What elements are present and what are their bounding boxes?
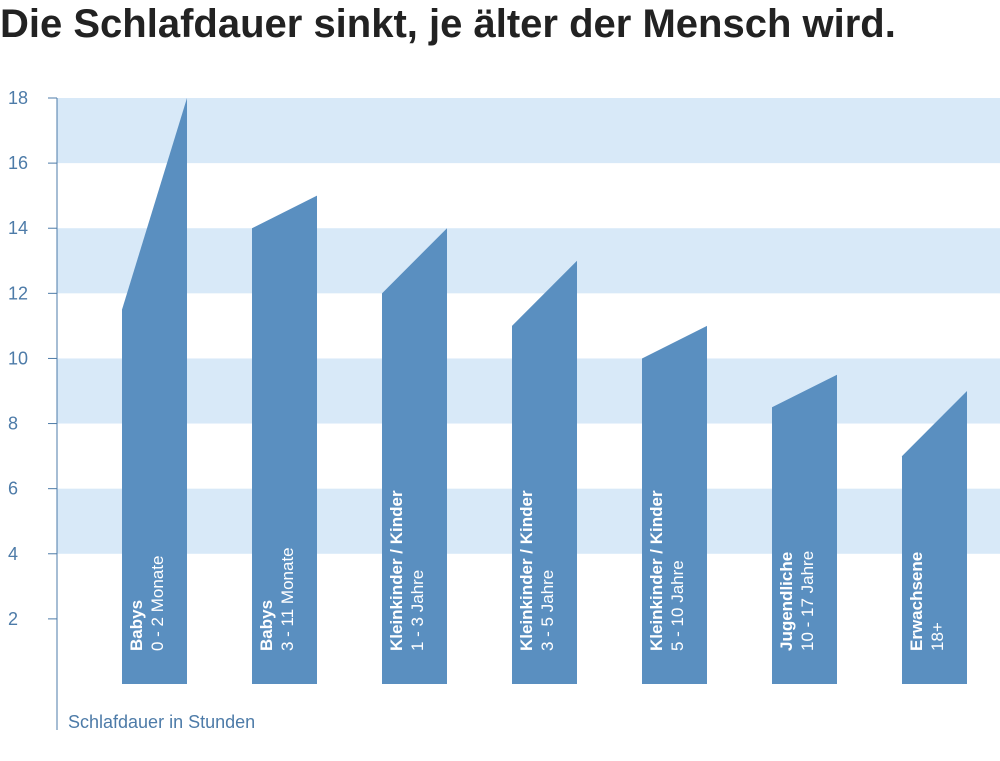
category-group-label: Jugendliche [777, 552, 796, 651]
category-age-label: 10 - 17 Jahre [798, 551, 817, 651]
y-ticks: 2 4 6 8 10 12 14 16 18 [8, 88, 57, 629]
y-tick-label: 10 [8, 348, 28, 368]
category-age-label: 3 - 5 Jahre [538, 570, 557, 651]
bars: Babys 0 - 2 Monate Babys 3 - 11 Monate Klein… [122, 98, 967, 684]
category-age-label: 3 - 11 Monate [278, 547, 297, 651]
bar [382, 228, 447, 684]
bar [642, 325, 707, 684]
category-group-label: Babys [257, 600, 276, 651]
grid-band [57, 228, 1000, 294]
y-tick-label: 8 [8, 414, 18, 434]
category-group-label: Kleinkinder / Kinder [387, 490, 406, 651]
bar-label: Kleinkinder / Kinder 5 - 10 Jahre [647, 490, 687, 651]
bar [902, 391, 967, 684]
category-group-label: Erwachsene [907, 552, 926, 651]
y-axis-title: Schlafdauer in Stunden [68, 712, 255, 732]
y-tick-label: 18 [8, 88, 28, 108]
bar-label: Jugendliche 10 - 17 Jahre [777, 551, 817, 651]
bar [122, 98, 187, 684]
category-group-label: Kleinkinder / Kinder [517, 490, 536, 651]
category-age-label: 5 - 10 Jahre [668, 560, 687, 651]
grid-band [57, 98, 1000, 164]
category-group-label: Babys [127, 600, 146, 651]
y-tick-label: 4 [8, 544, 18, 564]
bar [252, 195, 317, 684]
bar-label: Babys 3 - 11 Monate [257, 547, 297, 651]
category-age-label: 18+ [928, 622, 947, 651]
category-age-label: 1 - 3 Jahre [408, 570, 427, 651]
bar [772, 374, 837, 684]
y-tick-label: 16 [8, 153, 28, 173]
y-tick-label: 14 [8, 218, 28, 238]
y-tick-label: 2 [8, 609, 18, 629]
category-group-label: Kleinkinder / Kinder [647, 490, 666, 651]
y-tick-label: 12 [8, 283, 28, 303]
y-tick-label: 6 [8, 479, 18, 499]
bar [512, 260, 577, 684]
bar-label: Kleinkinder / Kinder 3 - 5 Jahre [517, 490, 557, 651]
bar-label: Erwachsene 18+ [907, 552, 947, 651]
chart-title: Die Schlafdauer sinkt, je älter der Mens… [0, 2, 896, 46]
bar-label: Babys 0 - 2 Monate [127, 556, 167, 651]
bar-label: Kleinkinder / Kinder 1 - 3 Jahre [387, 490, 427, 651]
category-age-label: 0 - 2 Monate [148, 556, 167, 651]
